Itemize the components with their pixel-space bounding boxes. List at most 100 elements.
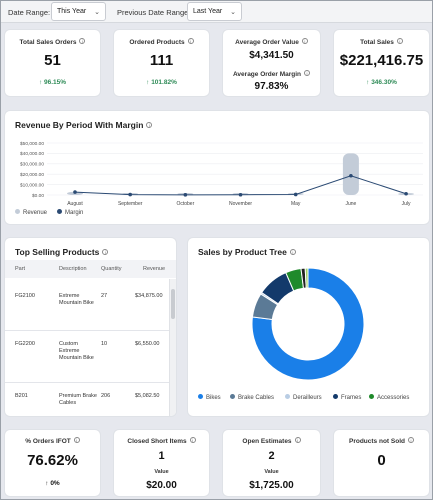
legend-brake-cables[interactable]: Brake Cables xyxy=(230,394,274,401)
legend-revenue[interactable]: Revenue xyxy=(15,209,47,216)
kpi-value: $4,341.50 xyxy=(223,50,320,61)
margin-point xyxy=(184,193,188,197)
y-tick-label: $30,000.00 xyxy=(20,162,44,168)
table-scrollbar[interactable] xyxy=(169,279,176,417)
kpi-value: 76.62% xyxy=(5,452,100,469)
info-icon[interactable]: i xyxy=(304,70,310,76)
kpi-sub-label: Value xyxy=(223,469,320,475)
legend-swatch xyxy=(15,209,20,214)
info-icon[interactable]: i xyxy=(408,437,414,443)
chevron-down-icon: ⌄ xyxy=(94,8,100,16)
kpi-value: 1 xyxy=(114,450,209,462)
column-header-description[interactable]: Description xyxy=(59,266,87,272)
x-tick-label: August xyxy=(67,201,83,207)
date-range-label: Date Range: xyxy=(8,8,50,17)
table-row[interactable]: FG2200 Custom Extreme Mountain Bike 10 $… xyxy=(5,331,171,383)
previous-range-select[interactable]: Last Year ⌄ xyxy=(187,2,242,21)
legend-derailleurs[interactable]: Derailleurs xyxy=(285,394,322,401)
info-icon[interactable]: i xyxy=(290,249,296,255)
scrollbar-thumb[interactable] xyxy=(171,289,175,319)
kpi-value: 0 xyxy=(334,452,429,469)
date-range-value: This Year xyxy=(57,8,86,15)
margin-point xyxy=(73,190,77,194)
kpi-title: Open Estimates xyxy=(242,438,291,445)
legend-swatch xyxy=(198,394,203,399)
legend-margin[interactable]: Margin xyxy=(57,209,83,216)
kpi-value: 111 xyxy=(114,52,209,69)
kpi-sub-label: Value xyxy=(114,469,209,475)
top-selling-card: Top Selling Products i Part Description Q… xyxy=(4,237,177,417)
kpi-value: $221,416.75 xyxy=(334,52,429,69)
kpi-change: ↑ 346.30% xyxy=(334,79,429,86)
margin-point xyxy=(349,174,353,178)
info-icon[interactable]: i xyxy=(295,437,301,443)
product-tree-card: Sales by Product Tree i Bikes Brake Cable… xyxy=(187,237,430,417)
revenue-chart-card: Revenue By Period With Margin i $0.00 $10,… xyxy=(4,110,430,225)
column-header-part[interactable]: Part xyxy=(15,266,25,272)
kpi-orders-ifot: % Orders IFOT i 76.62% ↑ 0% xyxy=(4,429,101,497)
y-tick-label: $10,000.00 xyxy=(20,182,44,188)
x-tick-label: September xyxy=(118,201,143,207)
kpi-products-not-sold: Products not Sold i 0 xyxy=(333,429,430,497)
column-header-quantity[interactable]: Quantity xyxy=(101,266,121,272)
kpi-closed-short: Closed Short Items i 1 Value $20.00 xyxy=(113,429,210,497)
kpi-ordered-products: Ordered Products i 111 ↑ 101.82% xyxy=(113,29,210,97)
x-tick-label: June xyxy=(345,201,356,207)
kpi-change: ↑ 0% xyxy=(5,480,100,487)
product-tree-title: Sales by Product Tree xyxy=(198,247,287,257)
y-tick-label: $50,000.00 xyxy=(20,141,44,147)
date-range-select[interactable]: This Year ⌄ xyxy=(51,2,106,21)
kpi-title: Products not Sold xyxy=(349,438,405,445)
kpi-sub-value: $20.00 xyxy=(114,480,209,491)
column-header-revenue[interactable]: Revenue xyxy=(143,266,165,272)
y-tick-label: $0.00 xyxy=(32,193,44,199)
kpi-title: Ordered Products xyxy=(129,39,184,46)
previous-range-value: Last Year xyxy=(193,8,222,15)
kpi-title: Closed Short Items xyxy=(127,438,186,445)
x-tick-label: July xyxy=(402,201,411,207)
kpi-change: ↑ 96.15% xyxy=(5,79,100,86)
previous-range-label: Previous Date Range: xyxy=(117,8,190,17)
margin-point xyxy=(404,192,408,196)
kpi-title: Average Order Value xyxy=(235,39,299,46)
legend-swatch xyxy=(57,209,62,214)
kpi-value: 51 xyxy=(5,52,100,69)
donut-slice[interactable] xyxy=(305,268,308,288)
x-tick-label: November xyxy=(229,201,252,207)
info-icon[interactable]: i xyxy=(190,437,196,443)
kpi-sub-value: $1,725.00 xyxy=(223,480,320,491)
info-icon[interactable]: i xyxy=(188,38,194,44)
table-row[interactable]: B201 Premium Brake Cables 206 $5,082.50 xyxy=(5,383,171,417)
kpi-change: ↑ 101.82% xyxy=(114,79,209,86)
margin-point xyxy=(239,193,243,197)
y-tick-label: $20,000.00 xyxy=(20,172,44,178)
table-row[interactable]: FG2100 Extreme Mountain Bike 27 $34,875.… xyxy=(5,279,171,331)
kpi-open-estimates: Open Estimates i 2 Value $1,725.00 xyxy=(222,429,321,497)
kpi-title: Total Sales Orders xyxy=(20,39,77,46)
kpi-total-sales: Total Sales i $221,416.75 ↑ 346.30% xyxy=(333,29,430,97)
kpi-margin-value: 97.83% xyxy=(223,81,320,92)
legend-swatch xyxy=(369,394,374,399)
product-tree-donut xyxy=(188,262,431,392)
top-selling-title: Top Selling Products xyxy=(15,247,99,257)
kpi-total-orders: Total Sales Orders i 51 ↑ 96.15% xyxy=(4,29,101,97)
legend-accessories[interactable]: Accessories xyxy=(369,394,409,401)
info-icon[interactable]: i xyxy=(74,437,80,443)
info-icon[interactable]: i xyxy=(302,38,308,44)
x-tick-label: May xyxy=(291,201,301,207)
kpi-title: Total Sales xyxy=(360,39,394,46)
info-icon[interactable]: i xyxy=(397,38,403,44)
table-header: Part Description Quantity Revenue xyxy=(5,260,176,278)
kpi-margin-title: Average Order Margin xyxy=(233,71,301,78)
legend-frames[interactable]: Frames xyxy=(333,394,361,401)
revenue-chart-title: Revenue By Period With Margin xyxy=(15,120,143,130)
legend-bikes[interactable]: Bikes xyxy=(198,394,221,401)
info-icon[interactable]: i xyxy=(102,249,108,255)
info-icon[interactable]: i xyxy=(79,38,85,44)
info-icon[interactable]: i xyxy=(146,122,152,128)
kpi-average-order: Average Order Value i $4,341.50 Average O… xyxy=(222,29,321,97)
chevron-down-icon: ⌄ xyxy=(230,8,236,16)
legend-swatch xyxy=(230,394,235,399)
margin-point xyxy=(294,193,298,197)
margin-point xyxy=(128,193,132,197)
